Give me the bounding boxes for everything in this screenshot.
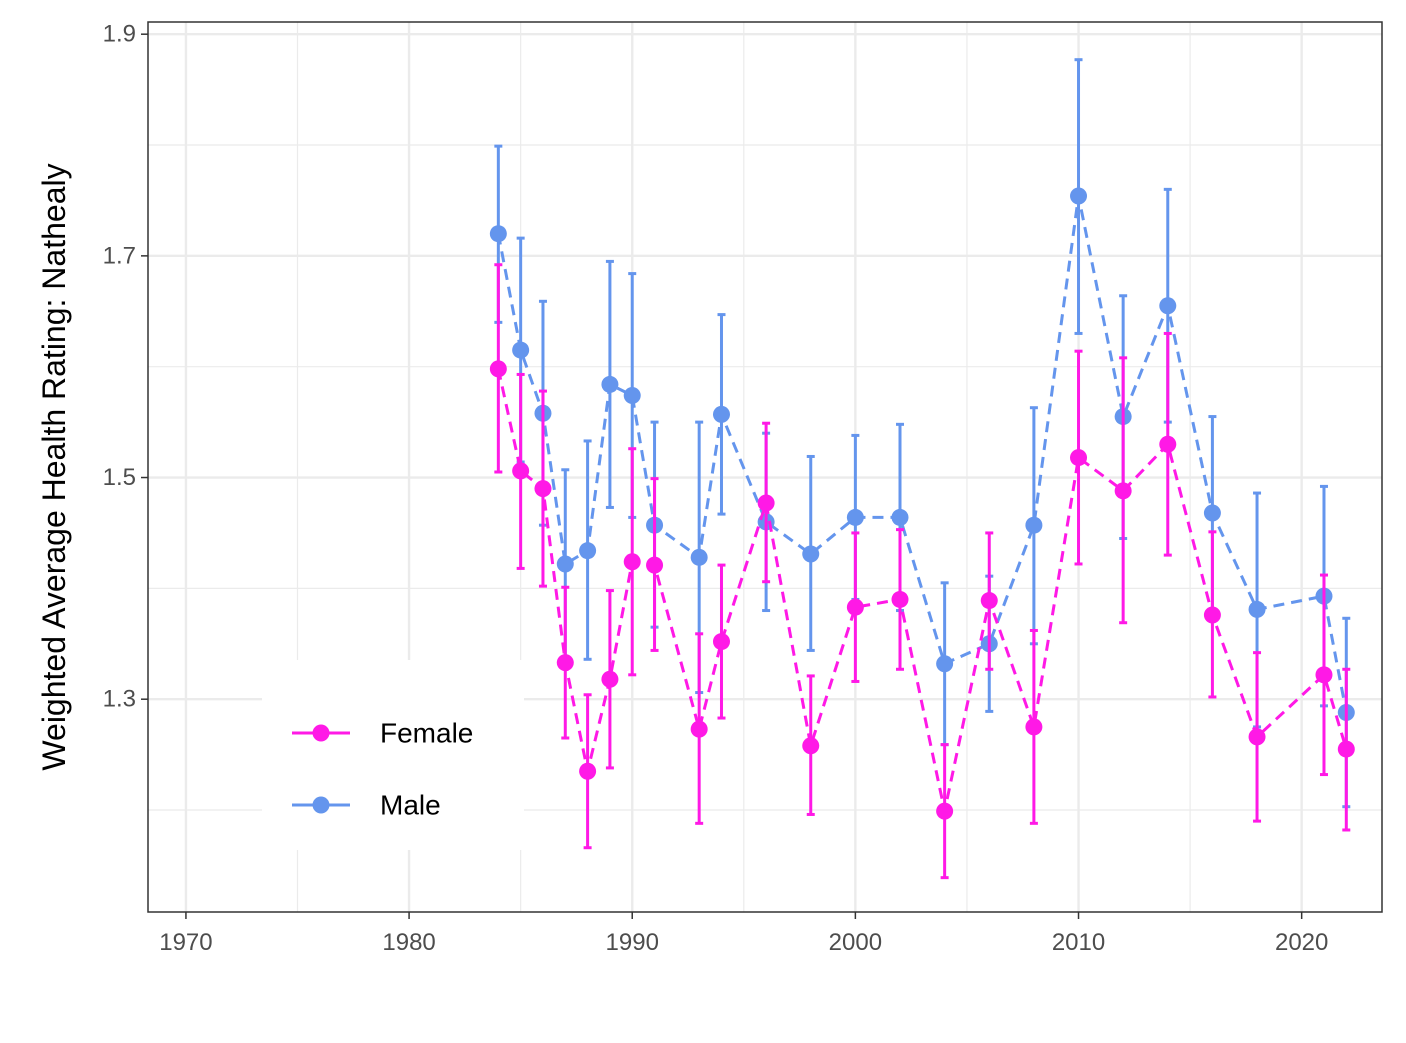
y-tick-label: 1.5 bbox=[103, 464, 136, 491]
female-point bbox=[846, 598, 864, 616]
female-point bbox=[690, 720, 708, 738]
x-tick-label: 1980 bbox=[382, 929, 435, 956]
legend-label-male: Male bbox=[380, 790, 441, 821]
male-point bbox=[601, 375, 619, 393]
y-tick-label: 1.7 bbox=[103, 242, 136, 269]
x-tick-label: 1990 bbox=[606, 929, 659, 956]
female-point bbox=[556, 654, 574, 672]
series-female bbox=[489, 263, 1355, 880]
female-point bbox=[980, 592, 998, 610]
female-point bbox=[1248, 728, 1266, 746]
legend-background bbox=[262, 660, 524, 850]
x-tick-label: 2000 bbox=[829, 929, 882, 956]
female-point bbox=[1315, 666, 1333, 684]
female-point bbox=[757, 494, 775, 512]
series-male bbox=[489, 58, 1355, 809]
x-tick-label: 2010 bbox=[1052, 929, 1105, 956]
x-tick-label: 1970 bbox=[159, 929, 212, 956]
male-point bbox=[690, 548, 708, 566]
x-tick-label: 2020 bbox=[1275, 929, 1328, 956]
female-point bbox=[712, 633, 730, 651]
female-point bbox=[802, 737, 820, 755]
male-point bbox=[712, 405, 730, 423]
female-point bbox=[579, 762, 597, 780]
female-point bbox=[646, 556, 664, 574]
female-point bbox=[623, 553, 641, 571]
male-point bbox=[846, 508, 864, 526]
female-point bbox=[1159, 435, 1177, 453]
female-point bbox=[512, 462, 530, 480]
male-point bbox=[556, 555, 574, 573]
female-point bbox=[1070, 449, 1088, 467]
legend-key-point-female bbox=[312, 724, 330, 742]
male-point bbox=[1248, 600, 1266, 618]
legend: Female Male bbox=[262, 660, 524, 850]
male-point bbox=[802, 545, 820, 563]
male-point bbox=[891, 508, 909, 526]
y-axis-title: Weighted Average Health Rating: Nathealy bbox=[36, 163, 72, 770]
female-point bbox=[1114, 482, 1132, 500]
y-tick-label: 1.9 bbox=[103, 21, 136, 48]
series-layer bbox=[489, 58, 1355, 880]
female-point bbox=[1025, 718, 1043, 736]
y-axis: 1.3 1.5 1.7 1.9 bbox=[103, 21, 148, 713]
male-point bbox=[1203, 504, 1221, 522]
female-point bbox=[601, 670, 619, 688]
male-line bbox=[496, 195, 1348, 713]
male-point bbox=[936, 655, 954, 673]
female-line bbox=[496, 368, 1348, 812]
male-point bbox=[489, 225, 507, 243]
plot-border bbox=[147, 21, 1383, 913]
female-point bbox=[1337, 740, 1355, 758]
male-point bbox=[1025, 516, 1043, 534]
y-tick-label: 1.3 bbox=[103, 686, 136, 713]
female-point bbox=[1203, 606, 1221, 624]
legend-key-point-male bbox=[312, 796, 330, 814]
male-point bbox=[579, 542, 597, 560]
male-point bbox=[512, 341, 530, 359]
female-point bbox=[534, 480, 552, 498]
male-point bbox=[1070, 187, 1088, 205]
female-point bbox=[489, 360, 507, 378]
male-point bbox=[623, 387, 641, 405]
x-axis: 1970 1980 1990 2000 2010 2020 bbox=[159, 912, 1328, 956]
legend-label-female: Female bbox=[380, 718, 473, 749]
female-point bbox=[891, 590, 909, 608]
female-point bbox=[936, 802, 954, 820]
male-point bbox=[1159, 297, 1177, 315]
